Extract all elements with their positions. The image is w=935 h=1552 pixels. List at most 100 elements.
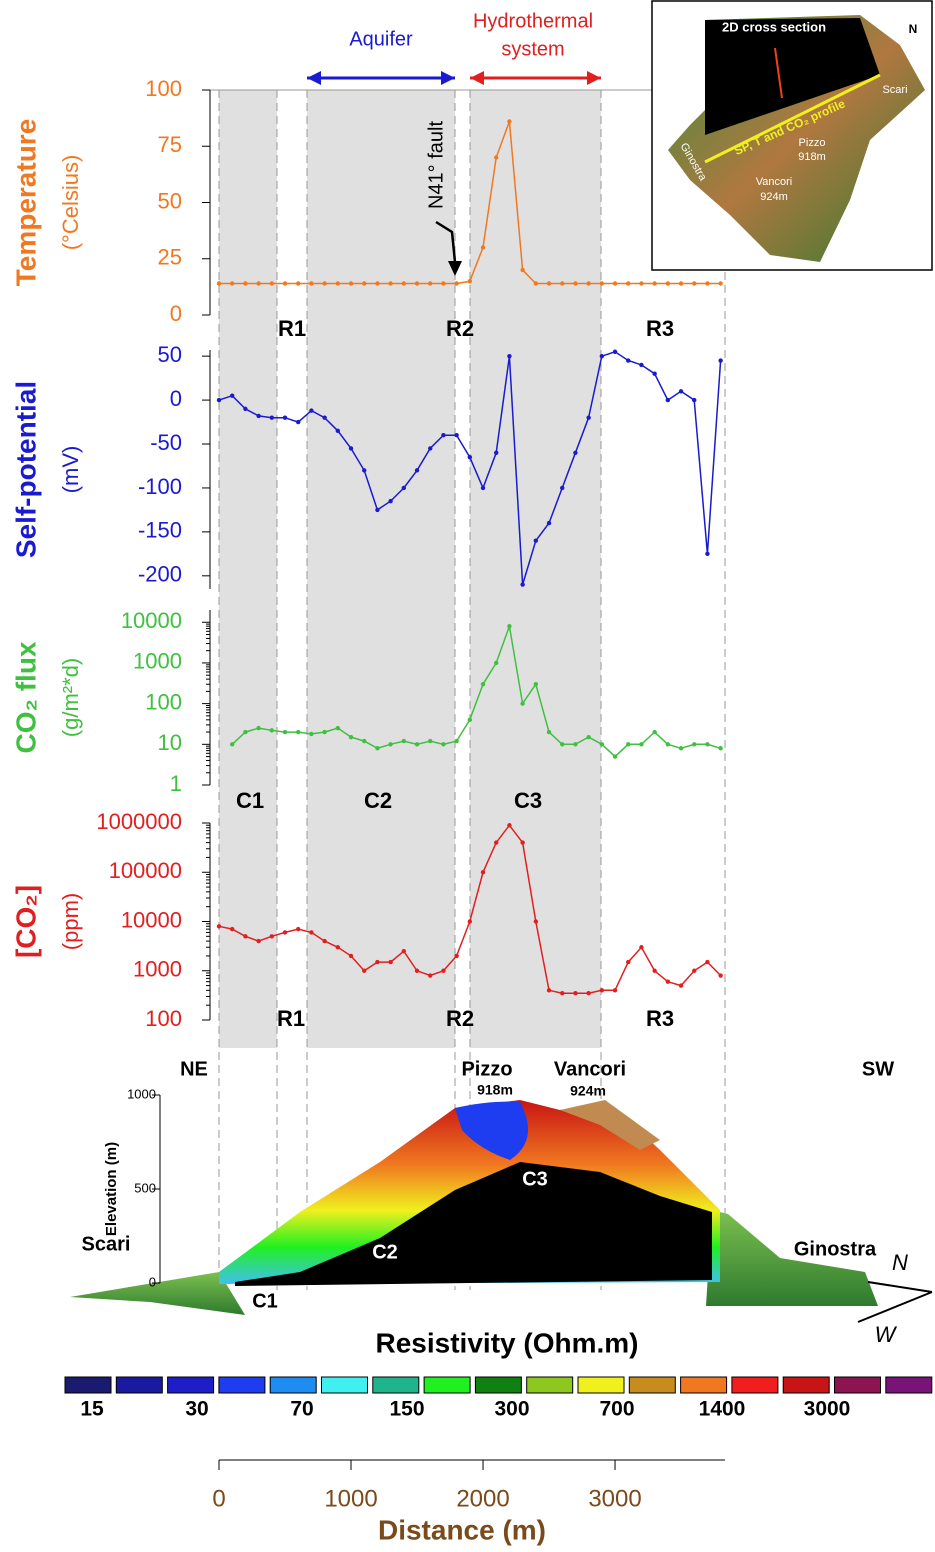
data-point	[296, 926, 301, 932]
data-point	[586, 281, 591, 286]
x-tick-label: 3000	[588, 1485, 641, 1512]
data-point	[335, 281, 341, 286]
aquifer-label: Aquifer	[349, 28, 413, 50]
data-point	[494, 155, 499, 160]
legend-swatch	[321, 1376, 368, 1394]
data-point	[626, 281, 631, 286]
inset-label: Pizzo	[799, 137, 826, 149]
y-tick-label: 0	[170, 386, 182, 411]
direction-label: SW	[862, 1058, 894, 1080]
data-point	[520, 582, 525, 587]
legend-swatch	[269, 1376, 317, 1394]
data-point	[322, 281, 327, 286]
data-point	[441, 433, 446, 438]
data-point	[269, 415, 275, 420]
data-point	[454, 738, 459, 744]
data-point	[692, 281, 697, 286]
data-point	[441, 742, 446, 747]
data-point	[348, 734, 354, 740]
y-tick-label: -150	[138, 518, 182, 543]
shaded-zones	[218, 90, 726, 1290]
data-point	[441, 281, 446, 286]
data-point	[322, 415, 327, 420]
data-point	[296, 419, 301, 425]
y-tick-label: 10	[158, 730, 182, 755]
inset-label: Scari	[882, 84, 907, 96]
data-point	[718, 358, 723, 363]
resistive-body	[235, 1162, 712, 1286]
legend-swatch	[834, 1376, 881, 1394]
data-point	[652, 371, 657, 376]
data-point	[573, 450, 578, 456]
region-label: R2	[446, 1006, 474, 1031]
data-point	[599, 988, 605, 993]
legend-swatch	[526, 1376, 574, 1394]
data-point	[626, 358, 631, 363]
x-tick-label: 1000	[324, 1485, 377, 1512]
legend-swatch	[218, 1376, 266, 1394]
data-point	[480, 245, 486, 250]
data-point	[626, 742, 631, 747]
data-point	[388, 742, 393, 747]
legend-label: 15	[80, 1398, 104, 1421]
data-point	[454, 433, 459, 438]
data-point	[639, 281, 644, 286]
y-tick-label: -100	[138, 474, 182, 499]
data-point	[375, 281, 380, 286]
data-point	[573, 742, 578, 747]
inset-title: 2D cross section	[722, 19, 826, 34]
data-point	[216, 281, 222, 286]
data-point	[665, 281, 671, 286]
data-point	[573, 281, 578, 286]
data-point	[269, 934, 275, 939]
legend-swatch	[577, 1376, 625, 1394]
data-point	[612, 349, 618, 354]
data-point	[335, 725, 341, 731]
data-point	[533, 538, 539, 543]
data-point	[414, 968, 420, 973]
data-point	[216, 924, 222, 929]
y-axis-unit: (ppm)	[58, 893, 83, 950]
data-point	[639, 742, 644, 747]
y-tick-label: 10000	[121, 907, 182, 932]
region-label: R3	[646, 316, 674, 341]
y-tick-label: 50	[158, 342, 182, 367]
data-point	[494, 840, 499, 845]
data-point	[665, 397, 671, 403]
data-point	[520, 840, 525, 845]
legend-swatch	[474, 1376, 522, 1394]
compass-west: W	[875, 1322, 898, 1347]
data-point	[612, 754, 618, 759]
data-point	[428, 446, 433, 451]
peak-label: Pizzo	[461, 1058, 512, 1080]
data-point	[428, 973, 433, 978]
data-point	[256, 725, 261, 731]
data-point	[586, 734, 591, 740]
data-point	[599, 281, 605, 286]
data-point	[243, 729, 248, 735]
legend-swatch	[680, 1376, 728, 1394]
y-axis-title: Self-potential	[10, 381, 41, 558]
data-point	[414, 281, 420, 286]
inset-label: Vancori	[756, 176, 792, 188]
data-point	[256, 938, 261, 944]
y-axis-title: Temperature	[10, 119, 41, 287]
data-point	[362, 968, 367, 973]
data-point	[467, 454, 473, 460]
region-label: R3	[646, 1006, 674, 1031]
y-tick-label: 1	[170, 771, 182, 796]
region-label: C3	[514, 788, 542, 813]
data-point	[507, 823, 512, 828]
data-point	[467, 919, 473, 924]
y-tick-label: 0	[170, 301, 182, 326]
data-point	[441, 968, 446, 973]
data-point	[480, 682, 486, 687]
place-label: Scari	[82, 1233, 131, 1255]
zone	[219, 90, 277, 1048]
region-label: R1	[277, 1006, 305, 1031]
legend-swatch	[731, 1376, 779, 1394]
y-tick-label: 1000	[133, 957, 182, 982]
legend-label: 3000	[804, 1398, 851, 1421]
data-point	[348, 953, 354, 959]
data-point	[322, 729, 327, 735]
